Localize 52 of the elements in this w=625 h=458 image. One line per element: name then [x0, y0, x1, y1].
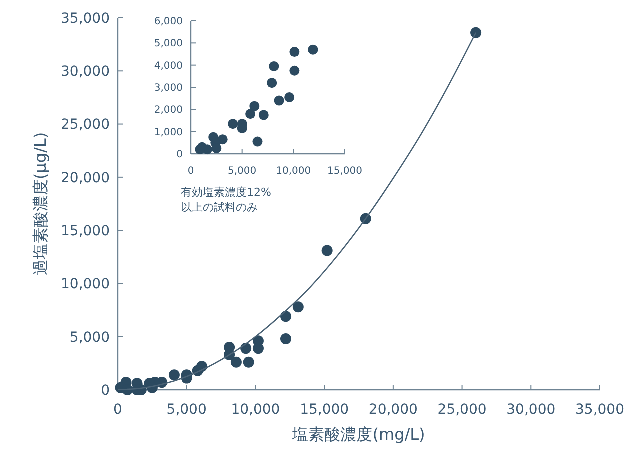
- x-tick-label: 10,000: [276, 166, 312, 177]
- point: [195, 144, 206, 155]
- point: [168, 370, 180, 381]
- point: [230, 356, 242, 368]
- point: [292, 302, 304, 313]
- y-tick-label: 4,000: [154, 60, 183, 72]
- x-tick-label: 15,000: [328, 166, 362, 177]
- y-tick-label: 10,000: [61, 276, 110, 293]
- y-tick-label: 5,000: [154, 38, 183, 50]
- x-tick-label: 20,000: [368, 402, 418, 418]
- point: [267, 78, 278, 88]
- x-tick-label: 5,000: [166, 402, 207, 418]
- y-tick-label: 15,000: [61, 223, 110, 240]
- point: [246, 109, 256, 120]
- x-tick-label: 25,000: [438, 402, 487, 418]
- point: [228, 119, 238, 130]
- point: [280, 333, 292, 344]
- x-tick-label: 30,000: [506, 402, 556, 418]
- y-axis-title: 過塩素酸濃度(μg/L): [31, 132, 50, 276]
- y-tick-label: 3,000: [154, 83, 183, 94]
- point: [290, 47, 300, 58]
- point: [290, 66, 300, 76]
- x-tick-label: 15,000: [300, 402, 350, 418]
- point: [258, 110, 269, 120]
- y-tick-label: 0: [101, 382, 110, 399]
- y-tick-label: 35,000: [61, 10, 110, 27]
- point: [243, 356, 254, 368]
- annotation: 有効塩素濃度12% 以上の試料のみ: [181, 186, 272, 214]
- point: [470, 27, 482, 38]
- point: [322, 245, 333, 256]
- y-tick-label: 30,000: [61, 64, 110, 80]
- y-tick-label: 1,000: [154, 127, 183, 138]
- x-tick-label: 5,000: [228, 166, 257, 177]
- point: [284, 92, 295, 102]
- x-tick-label: 0: [114, 402, 122, 418]
- point: [252, 136, 263, 147]
- y-tick-label: 2,000: [154, 105, 183, 116]
- point: [212, 143, 222, 154]
- point: [252, 343, 264, 354]
- y-tick-label: 5,000: [70, 330, 110, 346]
- point: [308, 44, 318, 55]
- x-tick-label: 0: [188, 166, 194, 177]
- x-axis-title: 塩素酸濃度(mg/L): [292, 425, 426, 444]
- point: [274, 96, 284, 106]
- point: [250, 101, 260, 112]
- y-tick-label: 0: [176, 150, 183, 160]
- y-tick-label: 6,000: [154, 16, 183, 28]
- y-tick-label: 25,000: [61, 117, 110, 134]
- x-tick-label: 35,000: [576, 402, 624, 418]
- point: [280, 311, 292, 322]
- x-tick-label: 10,000: [231, 402, 280, 418]
- point: [269, 61, 280, 72]
